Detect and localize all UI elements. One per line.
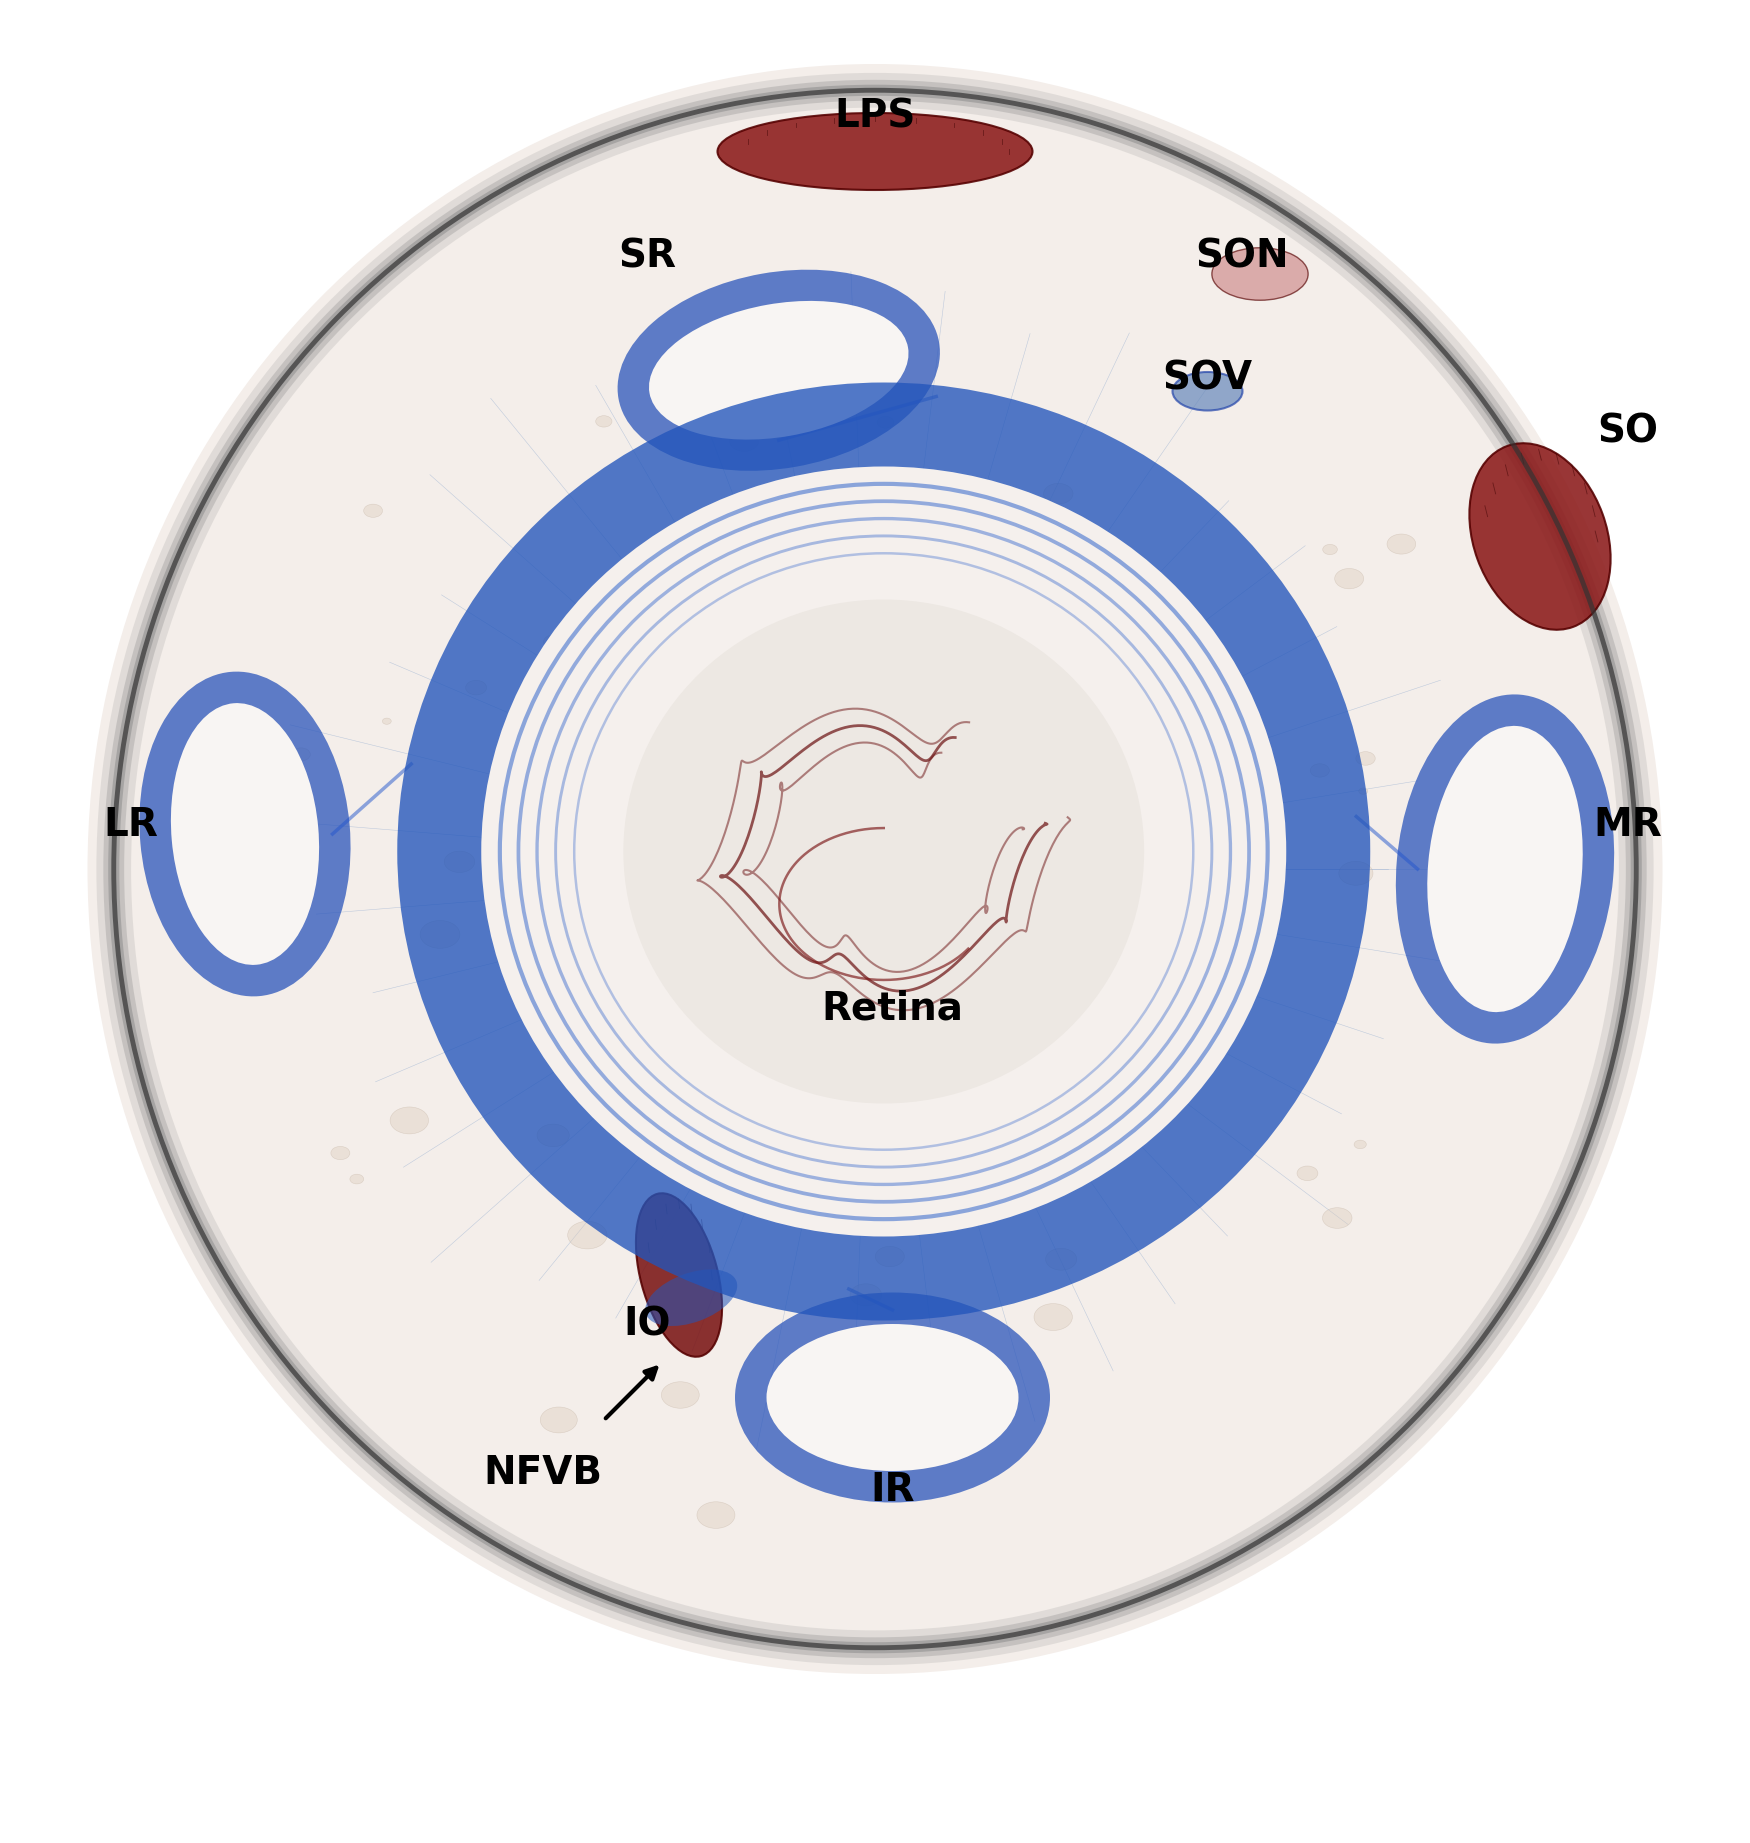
Text: Retina: Retina — [821, 990, 964, 1028]
Text: IR: IR — [870, 1471, 915, 1509]
Ellipse shape — [779, 1332, 1006, 1461]
Ellipse shape — [525, 999, 558, 1023]
Ellipse shape — [1388, 534, 1416, 555]
Ellipse shape — [856, 886, 878, 901]
Ellipse shape — [718, 112, 1032, 190]
Ellipse shape — [364, 505, 383, 518]
Ellipse shape — [1043, 483, 1073, 503]
Ellipse shape — [758, 603, 774, 614]
Ellipse shape — [735, 1292, 1050, 1502]
Ellipse shape — [292, 748, 310, 761]
Ellipse shape — [1354, 1141, 1367, 1148]
Ellipse shape — [172, 702, 318, 966]
Ellipse shape — [1211, 247, 1309, 300]
Text: SON: SON — [1195, 238, 1290, 275]
Ellipse shape — [642, 888, 674, 909]
Ellipse shape — [672, 632, 709, 658]
Ellipse shape — [1470, 442, 1610, 630]
Ellipse shape — [544, 634, 564, 649]
Ellipse shape — [623, 599, 1144, 1104]
Text: NFVB: NFVB — [483, 1454, 602, 1491]
Ellipse shape — [390, 1108, 429, 1133]
Ellipse shape — [1335, 568, 1363, 588]
Ellipse shape — [688, 330, 728, 358]
Ellipse shape — [466, 680, 486, 695]
Text: IO: IO — [623, 1305, 672, 1344]
Ellipse shape — [730, 431, 758, 452]
Ellipse shape — [850, 1285, 882, 1307]
Ellipse shape — [1339, 861, 1374, 885]
Ellipse shape — [880, 1017, 896, 1028]
Ellipse shape — [350, 1174, 364, 1183]
Ellipse shape — [660, 310, 898, 431]
Ellipse shape — [1323, 544, 1337, 555]
Text: SR: SR — [618, 238, 677, 275]
Ellipse shape — [1311, 763, 1330, 778]
Ellipse shape — [481, 466, 1286, 1237]
Ellipse shape — [331, 1146, 350, 1159]
Ellipse shape — [696, 1502, 735, 1528]
Ellipse shape — [646, 1270, 737, 1327]
Ellipse shape — [1437, 743, 1573, 995]
Ellipse shape — [180, 719, 310, 949]
Ellipse shape — [766, 1323, 1018, 1471]
Ellipse shape — [768, 335, 807, 363]
Text: SO: SO — [1598, 413, 1657, 450]
Ellipse shape — [1034, 1303, 1073, 1331]
Ellipse shape — [420, 920, 460, 949]
Ellipse shape — [649, 300, 908, 440]
Ellipse shape — [382, 719, 392, 724]
Ellipse shape — [662, 1382, 700, 1408]
Ellipse shape — [1428, 726, 1582, 1012]
Ellipse shape — [1358, 789, 1368, 794]
Ellipse shape — [877, 417, 894, 428]
Ellipse shape — [875, 1246, 905, 1266]
Ellipse shape — [88, 65, 1662, 1673]
Ellipse shape — [537, 1124, 569, 1146]
Ellipse shape — [1172, 372, 1242, 411]
Ellipse shape — [826, 1377, 856, 1399]
Ellipse shape — [1297, 1167, 1318, 1181]
Ellipse shape — [595, 417, 612, 428]
Ellipse shape — [635, 1192, 723, 1356]
Ellipse shape — [542, 698, 576, 722]
Text: LPS: LPS — [835, 98, 915, 136]
Ellipse shape — [1251, 844, 1276, 863]
Ellipse shape — [1223, 909, 1250, 927]
Ellipse shape — [1396, 695, 1614, 1043]
Ellipse shape — [1356, 752, 1376, 765]
Ellipse shape — [1178, 835, 1211, 859]
Ellipse shape — [562, 918, 579, 931]
Ellipse shape — [140, 671, 350, 997]
Text: SOV: SOV — [1162, 359, 1253, 398]
Ellipse shape — [618, 269, 940, 470]
Ellipse shape — [1045, 1248, 1076, 1270]
Text: MR: MR — [1592, 805, 1662, 844]
Text: LR: LR — [103, 805, 159, 844]
Ellipse shape — [949, 1412, 970, 1426]
Ellipse shape — [1024, 748, 1050, 767]
Ellipse shape — [1323, 1207, 1353, 1229]
Ellipse shape — [982, 700, 990, 708]
Ellipse shape — [397, 383, 1370, 1320]
Ellipse shape — [1138, 741, 1174, 767]
Ellipse shape — [444, 851, 474, 872]
Ellipse shape — [1004, 914, 1015, 922]
Ellipse shape — [567, 1222, 607, 1250]
Ellipse shape — [541, 1406, 578, 1432]
